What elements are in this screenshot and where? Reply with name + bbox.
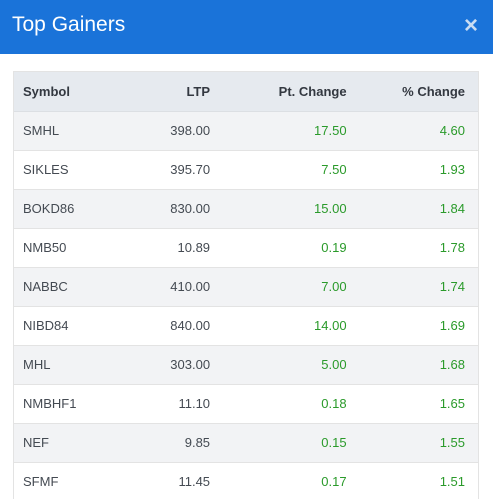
table-row[interactable]: BOKD86 830.00 15.00 1.84 [14,189,478,228]
cell-pt-change: 0.19 [321,240,347,255]
cell-pct-change: 1.65 [439,396,465,411]
cell-symbol: SIKLES [23,162,69,177]
table-row[interactable]: NMB50 10.89 0.19 1.78 [14,228,478,267]
cell-pt-change: 5.00 [321,357,347,372]
table-row[interactable]: NEF 9.85 0.15 1.55 [14,423,478,462]
cell-pct-change: 1.93 [439,162,465,177]
table-row[interactable]: NABBC 410.00 7.00 1.74 [14,267,478,306]
cell-pt-change: 7.00 [321,279,347,294]
column-header-ltp[interactable]: LTP [116,72,211,112]
cell-pt-change: 17.50 [314,123,347,138]
cell-pt-change: 15.00 [314,201,347,216]
cell-pct-change: 1.68 [439,357,465,372]
gainers-table-container: Symbol LTP Pt. Change % Change SMHL 398.0… [13,71,479,499]
table-body: SMHL 398.00 17.50 4.60 SIKLES 395.70 7.50 1.93 B… [14,111,478,499]
cell-ltp: 398.00 [170,123,211,138]
cell-pct-change: 1.55 [439,435,465,450]
cell-ltp: 410.00 [170,279,211,294]
cell-symbol: SMHL [23,123,60,138]
cell-ltp: 10.89 [177,240,211,255]
cell-pct-change: 1.84 [439,201,465,216]
cell-pt-change: 0.18 [321,396,347,411]
cell-pct-change: 1.69 [439,318,465,333]
cell-pct-change: 1.74 [439,279,465,294]
close-icon[interactable]: × [463,12,478,39]
cell-symbol: SFMF [23,474,59,489]
table-row[interactable]: SMHL 398.00 17.50 4.60 [14,111,478,150]
cell-ltp: 9.85 [184,435,211,450]
modal-title: Top Gainers [12,13,126,36]
cell-pt-change: 0.17 [321,474,347,489]
modal-header: Top Gainers × [0,0,493,54]
cell-symbol: NEF [23,435,49,450]
table-row[interactable]: MHL 303.00 5.00 1.68 [14,345,478,384]
cell-symbol: BOKD86 [23,201,75,216]
cell-symbol: NMBHF1 [23,396,77,411]
cell-pct-change: 1.78 [439,240,465,255]
gainers-table: Symbol LTP Pt. Change % Change SMHL 398.0… [14,72,478,499]
column-header-pct-change[interactable]: % Change [346,72,478,112]
cell-ltp: 840.00 [170,318,211,333]
cell-symbol: NIBD84 [23,318,69,333]
table-row[interactable]: SIKLES 395.70 7.50 1.93 [14,150,478,189]
table-row[interactable]: NIBD84 840.00 14.00 1.69 [14,306,478,345]
table-header-row: Symbol LTP Pt. Change % Change [14,72,478,112]
cell-symbol: NMB50 [23,240,67,255]
cell-ltp: 11.10 [178,396,211,411]
cell-pct-change: 4.60 [439,123,465,138]
cell-ltp: 303.00 [170,357,211,372]
cell-pt-change: 0.15 [321,435,347,450]
cell-ltp: 395.70 [170,162,211,177]
cell-pt-change: 7.50 [321,162,347,177]
cell-pct-change: 1.51 [439,474,465,489]
column-header-symbol[interactable]: Symbol [14,72,117,112]
cell-pt-change: 14.00 [314,318,347,333]
cell-ltp: 11.45 [178,474,211,489]
cell-symbol: MHL [23,357,51,372]
table-row[interactable]: NMBHF1 11.10 0.18 1.65 [14,384,478,423]
table-row[interactable]: SFMF 11.45 0.17 1.51 [14,462,478,499]
cell-symbol: NABBC [23,279,68,294]
column-header-pt-change[interactable]: Pt. Change [210,72,347,112]
cell-ltp: 830.00 [170,201,211,216]
